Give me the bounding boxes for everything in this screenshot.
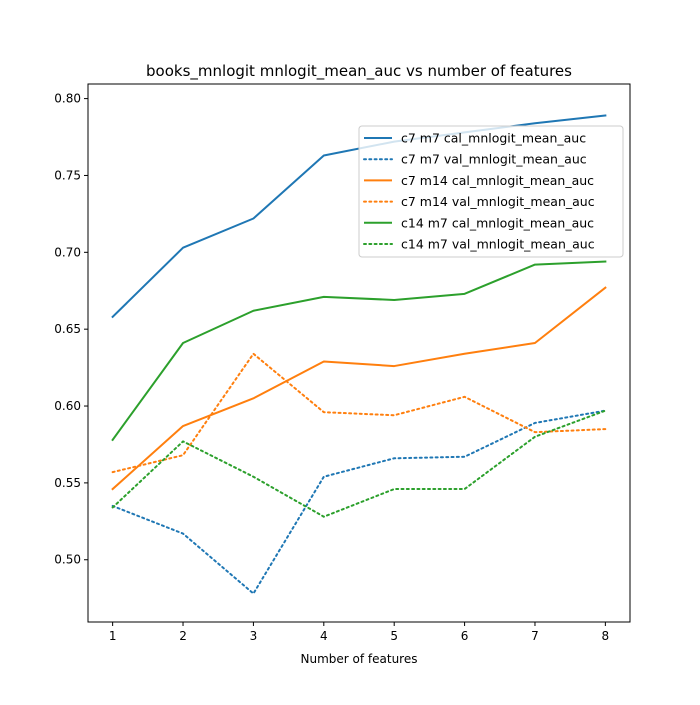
- series-line-3: [111, 286, 607, 491]
- x-tick-label: 4: [320, 629, 328, 643]
- y-tick-label: 0.70: [54, 245, 81, 259]
- legend-label-5: c14 m7 cal_mnlogit_mean_auc: [401, 215, 594, 230]
- x-tick-label: 5: [390, 629, 398, 643]
- series-line-6: [111, 409, 607, 518]
- axes-frame: [87, 83, 631, 623]
- y-tick-label: 0.50: [54, 553, 81, 567]
- series-line-5: [111, 260, 607, 442]
- legend-label-2: c7 m7 val_mnlogit_mean_auc: [401, 152, 587, 167]
- series-line-4: [111, 352, 607, 474]
- chart-title: books_mnlogit mnlogit_mean_auc vs number…: [146, 62, 572, 81]
- y-tick-label: 0.60: [54, 399, 81, 413]
- plot-area: 1 2 3 4 5 6 7 8 0.50 0.55 0.60 0.65 0.70 0.75 0.80 c7 m…: [54, 83, 631, 643]
- x-tick-label: 8: [602, 629, 610, 643]
- legend-box: [358, 125, 624, 258]
- y-tick-label: 0.75: [54, 168, 81, 182]
- legend-label-1: c7 m7 cal_mnlogit_mean_auc: [401, 131, 586, 146]
- x-tick-label: 3: [250, 629, 258, 643]
- x-tick-label: 2: [179, 629, 187, 643]
- legend-label-4: c7 m14 val_mnlogit_mean_auc: [401, 194, 595, 209]
- y-tick-label: 0.80: [54, 92, 81, 106]
- legend: c7 m7 cal_mnlogit_mean_auc c7 m7 val_mnlo…: [358, 125, 624, 258]
- y-tick-label: 0.65: [54, 322, 81, 336]
- x-tick-label: 1: [109, 629, 117, 643]
- legend-label-3: c7 m14 cal_mnlogit_mean_auc: [401, 173, 594, 188]
- legend-label-6: c14 m7 val_mnlogit_mean_auc: [401, 237, 595, 252]
- x-tick-label: 7: [531, 629, 539, 643]
- series-line-2: [111, 409, 607, 595]
- x-tick-label: 6: [461, 629, 469, 643]
- y-tick-label: 0.55: [54, 476, 81, 490]
- x-axis-label: Number of features: [301, 652, 418, 666]
